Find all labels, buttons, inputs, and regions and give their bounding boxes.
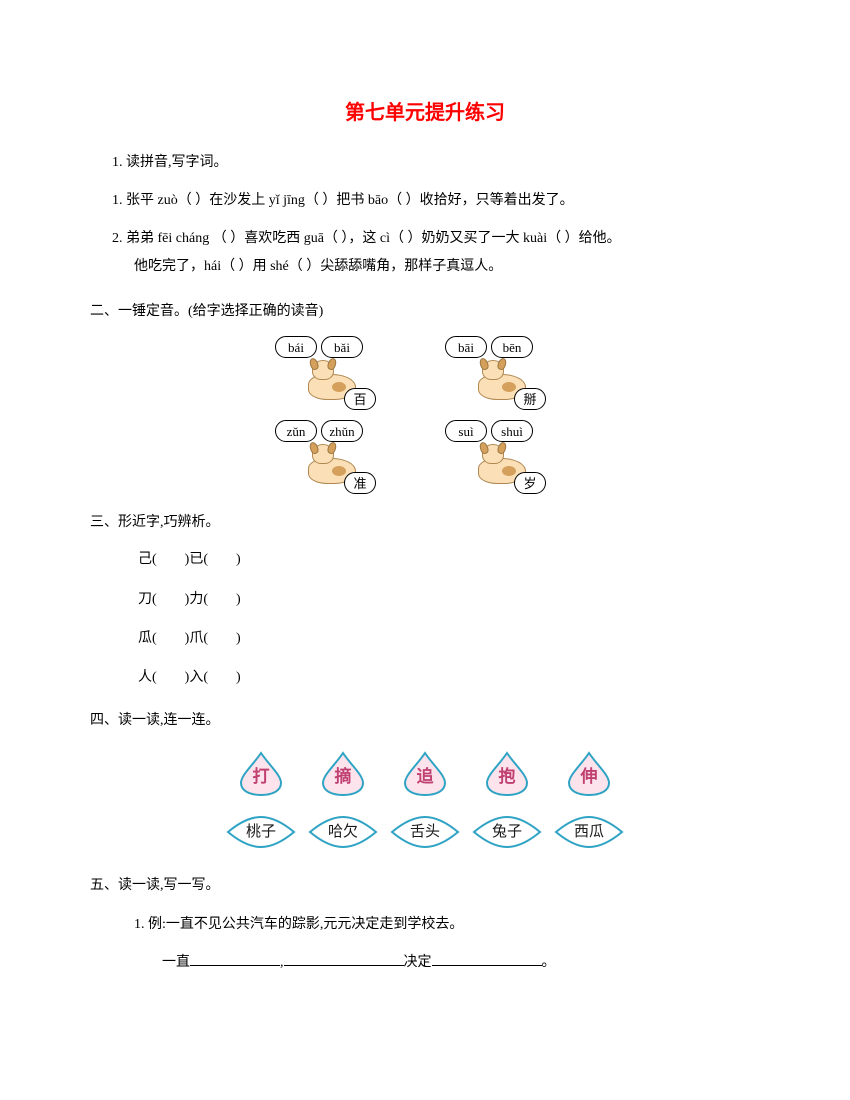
item-text: 弟弟 fēi cháng （ ）喜欢吃西 guā（ ），这 cì（ ）奶奶又买了…: [126, 231, 621, 246]
leaf-item[interactable]: 哈欠: [308, 815, 378, 849]
leaf-label: 舌头: [410, 819, 440, 846]
char-pair-row: 人( )入( ): [138, 665, 760, 690]
dog-icon: 掰: [474, 364, 546, 408]
pinyin-unit-sui: suì shuì 岁: [445, 420, 575, 492]
fill-mid: 决定: [404, 955, 432, 970]
leaf-item[interactable]: 西瓜: [554, 815, 624, 849]
char-a: 刀: [138, 592, 152, 607]
drop-item[interactable]: 打: [239, 751, 283, 797]
pinyin-unit-bai2: bāi bēn 掰: [445, 336, 575, 408]
pinyin-option[interactable]: bái: [275, 336, 317, 358]
pinyin-option[interactable]: zhǔn: [321, 420, 363, 442]
fill-prefix: 一直: [162, 955, 190, 970]
section-5-fill-line: 一直,决定。: [162, 949, 760, 977]
pinyin-row-1: bái bǎi 百 bāi bēn 掰: [90, 336, 760, 408]
char-b: 力: [189, 592, 203, 607]
page-title: 第七单元提升练习: [90, 95, 760, 131]
section-5-heading: 五、读一读,写一写。: [90, 873, 760, 898]
item-text: 张平 zuò（ ）在沙发上 yǐ jīng（ ）把书 bāo（ ）收拾好，只等着…: [126, 193, 574, 208]
character-label: 岁: [514, 472, 546, 494]
leaf-label: 哈欠: [328, 819, 358, 846]
item-number: 1.: [134, 917, 145, 932]
char-a: 己: [138, 552, 152, 567]
character-label: 掰: [514, 388, 546, 410]
char-b: 已: [189, 552, 203, 567]
section-2-heading: 二、一锤定音。(给字选择正确的读音): [90, 299, 760, 324]
example-text: 一直不见公共汽车的踪影,元元决定走到学校去。: [166, 917, 464, 932]
leaf-row: 桃子 哈欠 舌头 兔子 西瓜: [90, 815, 760, 849]
char-a: 瓜: [138, 631, 152, 646]
fill-blank[interactable]: [190, 949, 280, 966]
drop-item[interactable]: 抱: [485, 751, 529, 797]
leaf-item[interactable]: 舌头: [390, 815, 460, 849]
pinyin-unit-bai: bái bǎi 百: [275, 336, 405, 408]
char-a: 人: [138, 670, 152, 685]
char-b: 爪: [189, 631, 203, 646]
section-1-heading: 1. 读拼音,写字词。: [112, 149, 760, 177]
item-text-line-2: 他吃完了，hái（ ）用 shé（ ）尖舔舔嘴角，那样子真逗人。: [134, 253, 760, 281]
section-5-item-1: 1. 例:一直不见公共汽车的踪影,元元决定走到学校去。: [134, 911, 760, 939]
char-pair-row: 瓜( )爪( ): [138, 626, 760, 651]
section-1-item-2: 2. 弟弟 fēi cháng （ ）喜欢吃西 guā（ ），这 cì（ ）奶奶…: [112, 225, 760, 281]
pinyin-row-2: zǔn zhǔn 准 suì shuì 岁: [90, 420, 760, 492]
drop-item[interactable]: 摘: [321, 751, 365, 797]
fill-blank[interactable]: [284, 949, 404, 966]
dog-icon: 百: [304, 364, 376, 408]
dog-icon: 准: [304, 448, 376, 492]
leaf-label: 桃子: [246, 819, 276, 846]
pinyin-unit-zhun: zǔn zhǔn 准: [275, 420, 405, 492]
drop-label: 抱: [499, 762, 516, 793]
drop-row: 打 摘 追 抱 伸: [90, 751, 760, 797]
char-pair-row: 己( )已( ): [138, 547, 760, 572]
drop-label: 追: [417, 762, 434, 793]
pinyin-option[interactable]: suì: [445, 420, 487, 442]
leaf-item[interactable]: 桃子: [226, 815, 296, 849]
section-3-heading: 三、形近字,巧辨析。: [90, 510, 760, 535]
fill-suffix: 。: [542, 955, 556, 970]
pinyin-option[interactable]: zǔn: [275, 420, 317, 442]
drop-item[interactable]: 追: [403, 751, 447, 797]
drop-label: 摘: [335, 762, 352, 793]
pinyin-option[interactable]: bēn: [491, 336, 533, 358]
section-1-item-1: 1. 张平 zuò（ ）在沙发上 yǐ jīng（ ）把书 bāo（ ）收拾好，…: [112, 187, 760, 215]
drop-item[interactable]: 伸: [567, 751, 611, 797]
fill-blank[interactable]: [432, 949, 542, 966]
leaf-label: 兔子: [492, 819, 522, 846]
pinyin-option[interactable]: bǎi: [321, 336, 363, 358]
pinyin-option[interactable]: bāi: [445, 336, 487, 358]
char-pair-row: 刀( )力( ): [138, 587, 760, 612]
leaf-label: 西瓜: [574, 819, 604, 846]
example-label: 例:: [148, 917, 166, 932]
drop-label: 打: [253, 762, 270, 793]
char-b: 入: [189, 670, 203, 685]
dog-icon: 岁: [474, 448, 546, 492]
character-label: 百: [344, 388, 376, 410]
leaf-item[interactable]: 兔子: [472, 815, 542, 849]
section-4-heading: 四、读一读,连一连。: [90, 708, 760, 733]
drop-label: 伸: [581, 762, 598, 793]
pinyin-option[interactable]: shuì: [491, 420, 533, 442]
item-number: 1.: [112, 193, 123, 208]
item-number: 2.: [112, 231, 123, 246]
character-label: 准: [344, 472, 376, 494]
